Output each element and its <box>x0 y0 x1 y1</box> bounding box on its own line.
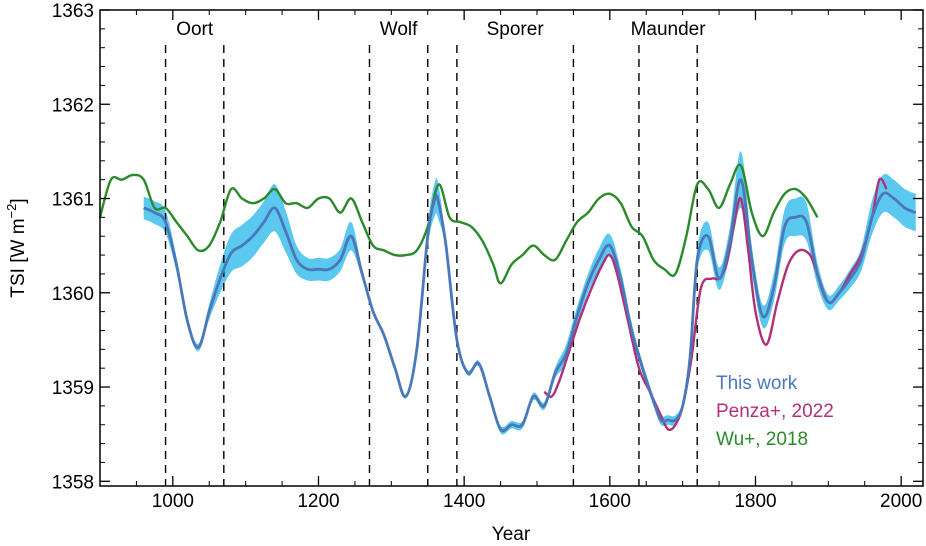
tick-marks <box>100 9 923 486</box>
minimum-label-wolf: Wolf <box>380 19 418 40</box>
y-tick-label: 1361 <box>52 190 94 211</box>
legend-entry-wu-2018: Wu+, 2018 <box>716 429 808 450</box>
y-axis-title-main: TSI [W m <box>8 218 29 297</box>
y-axis-title-superscript: −2 <box>4 204 19 219</box>
plot-frame <box>99 9 924 487</box>
legend: This work Penza+, 2022 Wu+, 2018 <box>716 373 834 450</box>
x-tick-label: 1600 <box>589 491 631 512</box>
minimum-label-oort: Oort <box>176 19 214 40</box>
x-tick-label: 1200 <box>297 491 339 512</box>
minimum-label-sporer: Sporer <box>487 19 545 40</box>
minima-markers: Oort Wolf Sporer Maunder <box>164 19 707 486</box>
y-tick-label: 1360 <box>52 284 94 305</box>
minimum-label-maunder: Maunder <box>631 19 707 40</box>
x-tick-label: 1000 <box>152 491 194 512</box>
x-tick-label: 1800 <box>734 491 776 512</box>
series-line-this-work <box>143 178 917 433</box>
y-tick-label: 1362 <box>52 95 94 116</box>
series-lines <box>98 163 917 433</box>
y-axis-title: TSI [W m−2] <box>4 198 29 297</box>
y-tick-label: 1359 <box>52 378 94 399</box>
y-tick-label: 1358 <box>52 472 94 493</box>
tick-labels: 1000 1200 1400 1600 1800 2000 1358 1359 1360 1361… <box>52 1 923 512</box>
uncertainty-band-layer <box>143 151 916 435</box>
axes <box>99 9 924 487</box>
legend-entry-penza-2022: Penza+, 2022 <box>716 401 834 422</box>
y-axis-title-suffix: ] <box>8 198 29 203</box>
legend-entry-this-work: This work <box>716 373 798 394</box>
x-axis-title: Year <box>492 524 531 545</box>
y-tick-label: 1363 <box>52 1 94 22</box>
x-tick-label: 1400 <box>443 491 485 512</box>
this-work-uncertainty-band <box>143 151 916 435</box>
x-tick-label: 2000 <box>880 491 922 512</box>
series-line-wu-2018 <box>98 163 819 285</box>
